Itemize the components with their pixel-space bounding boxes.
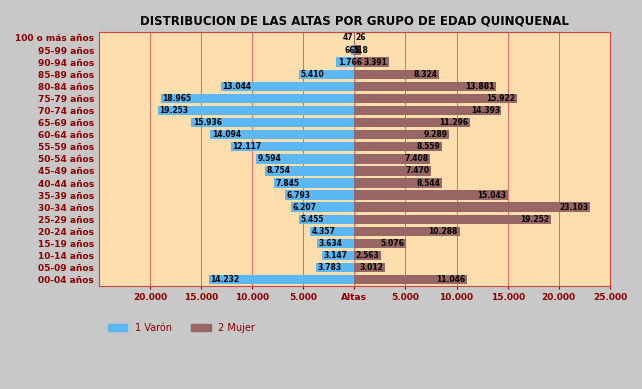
Bar: [317, 239, 354, 248]
Bar: [354, 130, 449, 139]
Text: 6.793: 6.793: [286, 191, 311, 200]
Bar: [209, 275, 354, 284]
Text: 3.634: 3.634: [319, 239, 343, 248]
Bar: [354, 118, 470, 127]
Bar: [191, 118, 354, 127]
Bar: [299, 215, 354, 224]
Bar: [354, 178, 442, 188]
Text: 13.044: 13.044: [223, 82, 252, 91]
Bar: [354, 46, 361, 55]
Bar: [354, 202, 591, 212]
Bar: [354, 106, 501, 115]
Bar: [354, 263, 385, 272]
Bar: [160, 94, 354, 103]
Text: 19.253: 19.253: [159, 106, 188, 115]
Bar: [354, 70, 439, 79]
Legend: 1 Varón, 2 Mujer: 1 Varón, 2 Mujer: [104, 319, 259, 337]
Title: DISTRIBUCION DE LAS ALTAS POR GRUPO DE EDAD QUINQUENAL: DISTRIBUCION DE LAS ALTAS POR GRUPO DE E…: [140, 15, 569, 28]
Bar: [354, 154, 430, 163]
Bar: [354, 275, 467, 284]
Text: 5.410: 5.410: [300, 70, 324, 79]
Bar: [322, 251, 354, 260]
Text: 3.391: 3.391: [363, 58, 388, 67]
Bar: [316, 263, 354, 272]
Text: 15.043: 15.043: [478, 191, 507, 200]
Text: 3.783: 3.783: [317, 263, 342, 272]
Text: 14.232: 14.232: [211, 275, 239, 284]
Bar: [157, 106, 354, 115]
Text: 4.357: 4.357: [311, 227, 335, 236]
Text: 7.470: 7.470: [405, 166, 429, 175]
Bar: [230, 142, 354, 151]
Text: 23.103: 23.103: [560, 203, 589, 212]
Text: 9.289: 9.289: [424, 130, 447, 139]
Bar: [221, 82, 354, 91]
Bar: [354, 239, 406, 248]
Bar: [354, 251, 381, 260]
Text: 8.754: 8.754: [266, 166, 290, 175]
Text: 665: 665: [344, 46, 360, 54]
Text: 9.594: 9.594: [258, 154, 282, 163]
Bar: [354, 142, 442, 151]
Text: 26: 26: [356, 33, 366, 42]
Bar: [354, 94, 517, 103]
Text: 14.393: 14.393: [471, 106, 500, 115]
Text: 14.094: 14.094: [212, 130, 241, 139]
Text: 11.046: 11.046: [437, 275, 465, 284]
Text: 3.012: 3.012: [360, 263, 384, 272]
Text: 5.076: 5.076: [381, 239, 404, 248]
Text: 318: 318: [352, 46, 369, 54]
Bar: [336, 58, 354, 67]
Bar: [354, 190, 508, 200]
Text: 18.965: 18.965: [162, 94, 191, 103]
Text: 47: 47: [343, 33, 353, 42]
Text: 5.455: 5.455: [300, 215, 324, 224]
Text: 1.766: 1.766: [338, 58, 362, 67]
Bar: [354, 227, 460, 236]
Text: 12.117: 12.117: [232, 142, 261, 151]
Bar: [291, 202, 354, 212]
Bar: [256, 154, 354, 163]
Text: 3.147: 3.147: [324, 251, 348, 260]
Bar: [351, 46, 354, 55]
Text: 15.922: 15.922: [487, 94, 516, 103]
Text: 10.288: 10.288: [429, 227, 458, 236]
Text: 19.252: 19.252: [521, 215, 550, 224]
Bar: [310, 227, 354, 236]
Text: 7.408: 7.408: [404, 154, 429, 163]
Bar: [354, 166, 431, 176]
Bar: [299, 70, 354, 79]
Text: 8.324: 8.324: [414, 70, 438, 79]
Bar: [285, 190, 354, 200]
Bar: [274, 178, 354, 188]
Text: 6.207: 6.207: [293, 203, 317, 212]
Text: 7.845: 7.845: [275, 179, 300, 187]
Bar: [265, 166, 354, 176]
Text: 8.544: 8.544: [416, 179, 440, 187]
Text: 2.563: 2.563: [355, 251, 379, 260]
Bar: [354, 82, 496, 91]
Text: 15.936: 15.936: [193, 118, 222, 127]
Text: 13.881: 13.881: [465, 82, 495, 91]
Text: 8.559: 8.559: [417, 142, 440, 151]
Bar: [354, 58, 389, 67]
Bar: [354, 215, 551, 224]
Bar: [211, 130, 354, 139]
Text: 11.296: 11.296: [439, 118, 468, 127]
